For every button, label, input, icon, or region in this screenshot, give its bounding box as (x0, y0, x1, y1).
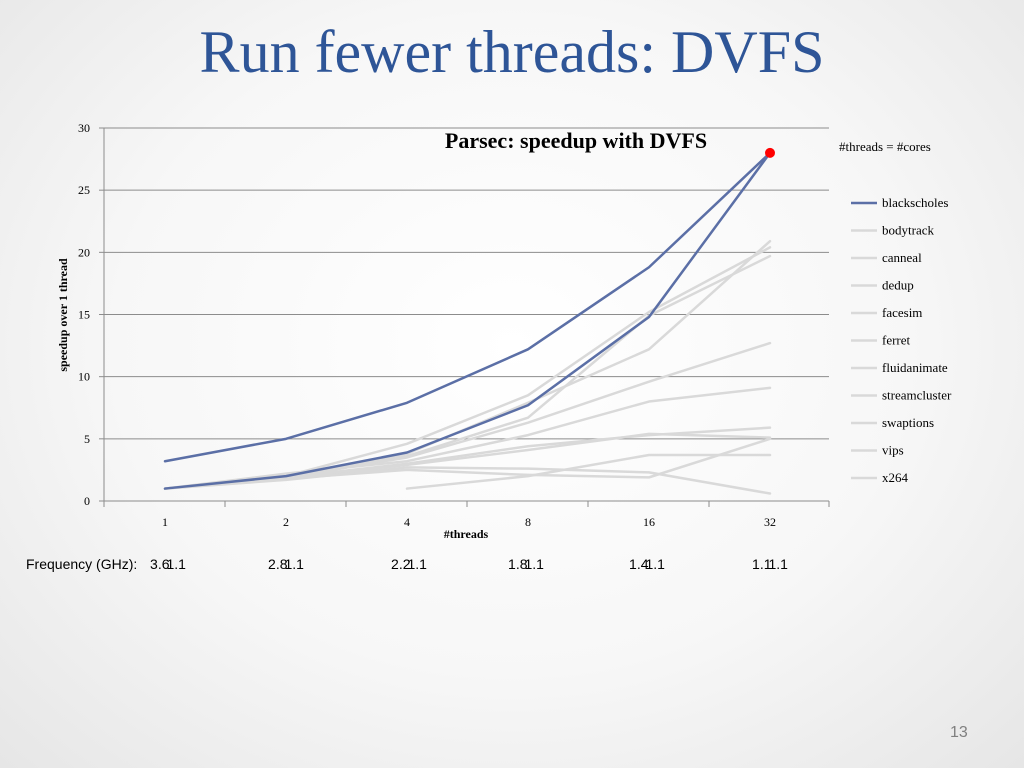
annotation-text: #threads = #cores (839, 139, 931, 154)
legend-label-facesim: facesim (882, 305, 922, 320)
x-tick-label: 32 (764, 515, 776, 529)
x-axis-title: #threads (444, 527, 489, 541)
legend-label-streamcluster: streamcluster (882, 388, 952, 403)
y-tick-label: 30 (78, 121, 90, 135)
frequency-value: 3.61.1 (150, 556, 186, 572)
series-line-bodytrack (163, 246, 772, 490)
series-line-x264 (163, 437, 772, 490)
series-line-vips (405, 453, 772, 490)
slide-title: Run fewer threads: DVFS (199, 19, 825, 85)
legend-label-canneal: canneal (882, 250, 922, 265)
frequency-value: 2.81.1 (268, 556, 304, 572)
chart-title: Parsec: speedup with DVFS (445, 128, 707, 153)
frequency-label: Frequency (GHz): (26, 556, 138, 572)
legend-label-swaptions: swaptions (882, 415, 934, 430)
frequency-value: 1.41.1 (629, 556, 665, 572)
x-tick-label: 4 (404, 515, 410, 529)
legend-label-fluidanimate: fluidanimate (882, 360, 948, 375)
x-tick-label: 8 (525, 515, 531, 529)
x-tick-label: 2 (283, 515, 289, 529)
y-tick-label: 15 (78, 308, 90, 322)
legend-label-dedup: dedup (882, 278, 914, 293)
frequency-value: 2.21.1 (391, 556, 427, 572)
legend-label-bodytrack: bodytrack (882, 223, 934, 238)
y-tick-label: 20 (78, 245, 90, 259)
y-tick-label: 5 (84, 432, 90, 446)
legend-label-blackscholes: blackscholes (882, 195, 948, 210)
legend-label-x264: x264 (882, 470, 909, 485)
frequency-value: 1.81.1 (508, 556, 544, 572)
series-line-reference (163, 151, 772, 463)
highlight-point (765, 147, 775, 158)
x-tick-label: 1 (162, 515, 168, 529)
y-tick-label: 25 (78, 183, 90, 197)
x-tick-label: 16 (643, 515, 655, 529)
legend-label-vips: vips (882, 443, 904, 458)
series-line-ferret (163, 386, 772, 490)
page-number: 13 (950, 724, 968, 741)
legend-label-ferret: ferret (882, 333, 911, 348)
series-line-canneal (163, 239, 772, 490)
y-axis-title: speedup over 1 thread (56, 258, 70, 372)
y-tick-label: 10 (78, 370, 90, 384)
frequency-value: 1.11.1 (752, 556, 788, 572)
y-tick-label: 0 (84, 494, 90, 508)
series-line-blackscholes (163, 151, 772, 490)
